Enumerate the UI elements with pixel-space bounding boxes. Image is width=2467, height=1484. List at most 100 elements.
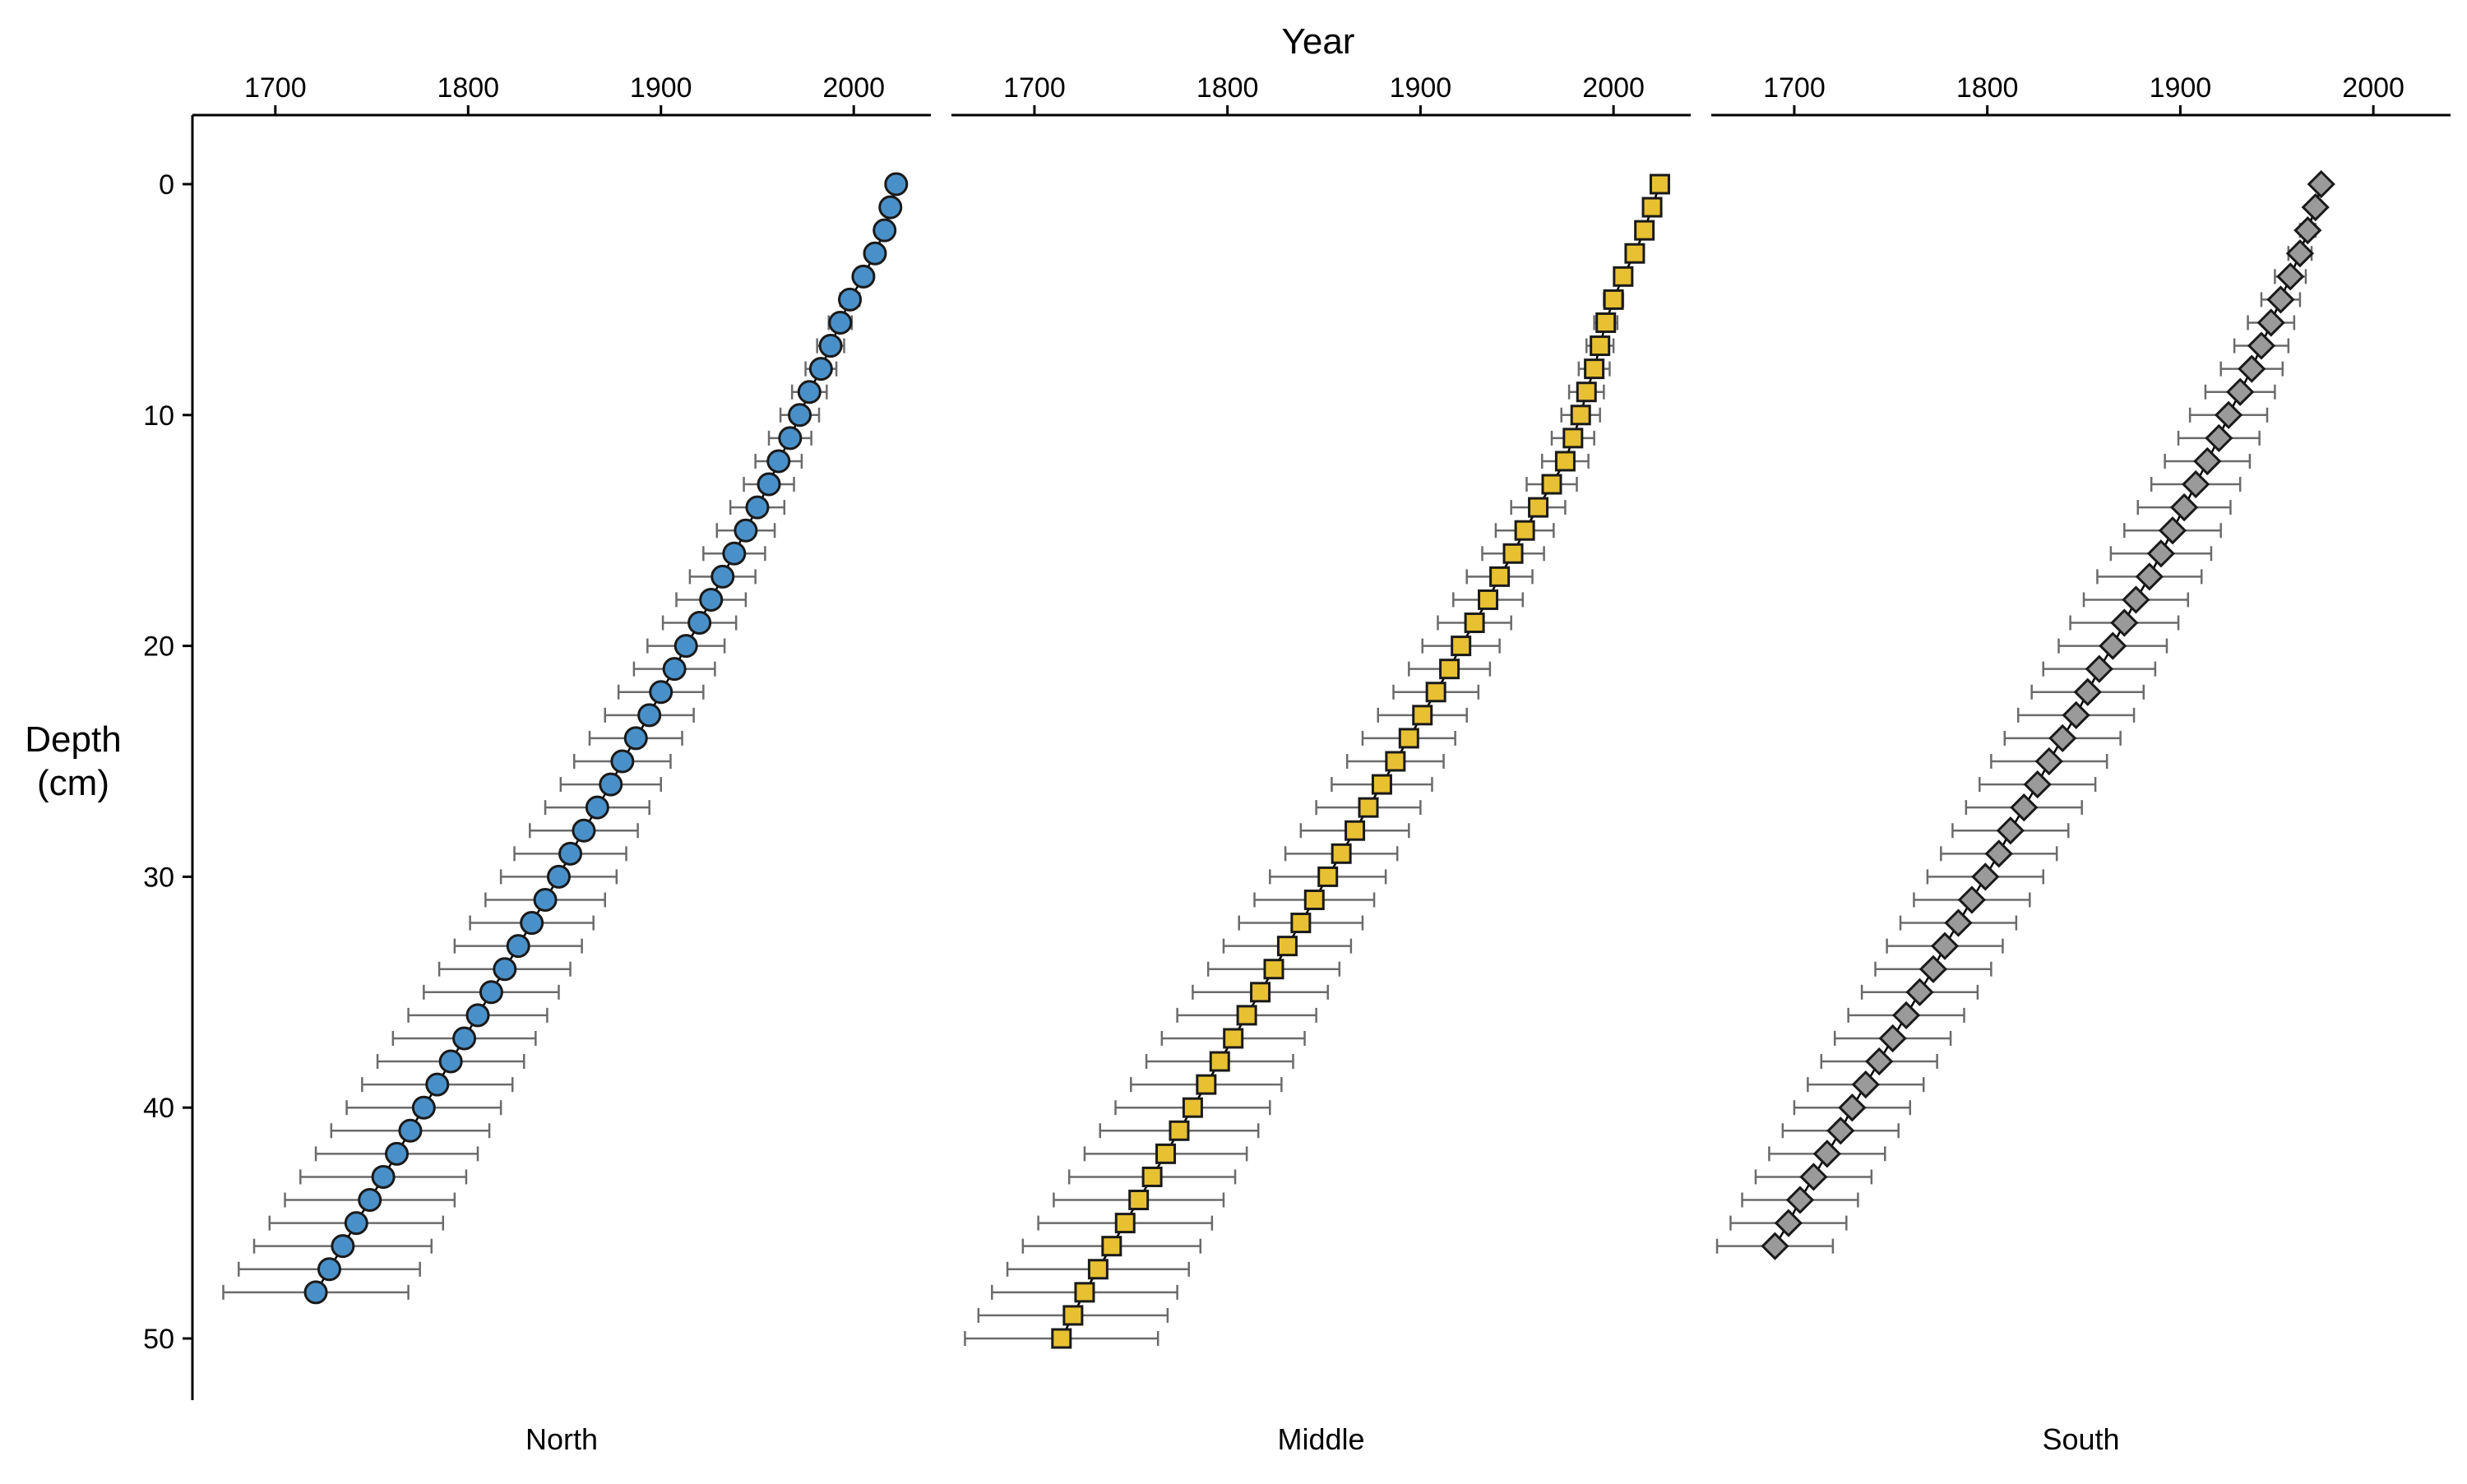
x-tick-label: 1900 xyxy=(630,72,692,104)
data-point xyxy=(1641,196,1663,218)
data-point xyxy=(2301,192,2330,222)
panel-middle: 1700 1800 1900 2000 Middle xyxy=(951,72,1691,1456)
data-point xyxy=(1649,173,1670,195)
y-tick-label: 50 xyxy=(143,1324,174,1355)
data-point xyxy=(1761,1232,1789,1260)
data-point xyxy=(649,680,673,705)
x-tick-label: 1800 xyxy=(1196,72,1259,104)
data-point xyxy=(1303,889,1325,910)
x-tick-label: 1700 xyxy=(1003,72,1066,104)
data-point xyxy=(2099,631,2127,660)
data-point xyxy=(1774,1209,1803,1237)
data-point xyxy=(2062,700,2090,729)
data-point xyxy=(2193,446,2222,476)
data-point xyxy=(2266,285,2295,314)
data-point xyxy=(2293,216,2322,245)
data-point xyxy=(385,1141,410,1166)
data-point xyxy=(2256,308,2285,337)
data-point xyxy=(371,1164,396,1189)
y-tick-label: 0 xyxy=(159,169,174,201)
data-point xyxy=(479,980,503,1005)
data-point xyxy=(520,911,544,936)
data-point xyxy=(585,795,609,820)
data-point xyxy=(1562,428,1584,449)
data-point xyxy=(1141,1166,1163,1187)
data-point xyxy=(2048,724,2077,753)
data-point xyxy=(1263,959,1284,980)
data-point xyxy=(1331,843,1352,864)
data-point xyxy=(2073,677,2102,706)
data-point xyxy=(358,1188,382,1213)
data-point xyxy=(1155,1143,1177,1164)
data-point xyxy=(1489,566,1511,587)
data-point xyxy=(878,195,903,220)
data-point xyxy=(662,657,687,682)
data-point xyxy=(1514,520,1535,541)
data-point xyxy=(1358,797,1379,818)
data-point xyxy=(2247,331,2276,360)
data-point xyxy=(1603,289,1624,310)
error-bars xyxy=(222,200,894,1300)
panel-north: 1700 1800 1900 2000 North xyxy=(192,72,931,1456)
data-point xyxy=(1169,1120,1190,1141)
data-point xyxy=(506,934,530,959)
panel-label: North xyxy=(525,1422,598,1456)
data-point xyxy=(2122,585,2150,614)
data-point xyxy=(1570,405,1591,426)
data-point xyxy=(2285,239,2315,268)
x-tick-label: 1800 xyxy=(437,72,499,104)
data-point xyxy=(1182,1097,1203,1118)
data-point xyxy=(1236,1005,1257,1026)
data-point xyxy=(2169,492,2199,522)
data-point xyxy=(1464,613,1485,634)
data-point xyxy=(872,218,897,243)
y-axis: 0 10 20 30 40 50 xyxy=(143,115,194,1400)
data-point xyxy=(637,703,662,728)
data-point xyxy=(1451,636,1472,657)
data-point xyxy=(1838,1093,1867,1122)
data-point xyxy=(2205,423,2233,453)
data-point xyxy=(797,380,822,405)
data-point xyxy=(344,1211,368,1236)
data-point xyxy=(1223,1028,1244,1049)
data-point xyxy=(2135,562,2164,591)
data-point xyxy=(778,426,803,451)
markers xyxy=(303,172,909,1305)
data-point xyxy=(411,1095,436,1120)
data-point xyxy=(1944,908,1973,937)
panel-label: Middle xyxy=(1277,1422,1364,1456)
data-point xyxy=(818,334,843,358)
data-point xyxy=(1595,312,1617,333)
data-point xyxy=(788,403,812,428)
data-point xyxy=(1371,774,1392,795)
data-point xyxy=(1624,243,1645,264)
data-point xyxy=(1074,1282,1095,1303)
y-tick-label: 40 xyxy=(143,1093,174,1124)
x-tick-label: 1800 xyxy=(1956,72,2019,104)
data-point xyxy=(1812,1140,1841,1168)
data-point xyxy=(1345,820,1366,841)
data-point xyxy=(1541,474,1562,495)
data-point xyxy=(546,864,571,889)
data-point xyxy=(1984,839,2013,868)
data-point xyxy=(1584,358,1605,380)
data-point xyxy=(1276,936,1298,957)
data-point xyxy=(2034,747,2063,776)
markers xyxy=(1051,173,1670,1349)
data-point xyxy=(1051,1328,1072,1349)
data-point xyxy=(558,841,583,866)
data-point xyxy=(1634,220,1655,241)
data-point xyxy=(734,518,758,543)
data-point xyxy=(331,1234,355,1259)
data-point xyxy=(1799,1163,1828,1191)
data-point xyxy=(1385,751,1406,772)
data-point xyxy=(1412,705,1433,726)
data-point xyxy=(1957,885,1987,914)
x-tick-label: 1900 xyxy=(2150,72,2212,104)
data-point xyxy=(673,634,698,659)
data-point xyxy=(1528,497,1549,518)
y-tick-label: 10 xyxy=(143,400,174,432)
data-point xyxy=(610,749,635,774)
